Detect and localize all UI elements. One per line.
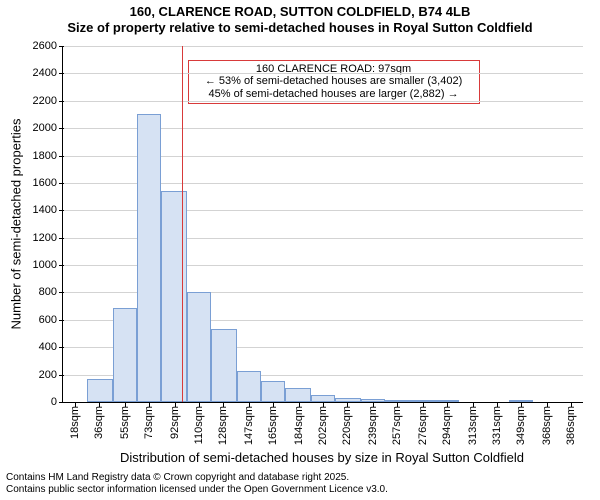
annotation-line2: ← 53% of semi-detached houses are smalle…: [193, 75, 475, 88]
reference-line: [182, 46, 183, 402]
histogram-bar: [113, 308, 137, 402]
chart-container: { "layout": { "width_px": 600, "height_p…: [0, 0, 600, 500]
histogram-bar: [137, 114, 161, 402]
y-tick-label: 2400: [33, 67, 63, 79]
chart-title-line1: 160, CLARENCE ROAD, SUTTON COLDFIELD, B7…: [0, 4, 600, 20]
x-tick-label: 92sqm: [169, 406, 181, 439]
footer-line1: Contains HM Land Registry data © Crown c…: [6, 472, 388, 484]
gridline: [63, 46, 583, 47]
y-tick-label: 1200: [33, 232, 63, 244]
histogram-bar: [237, 371, 261, 402]
y-axis-label: Number of semi-detached properties: [9, 119, 24, 330]
x-tick-label: 313sqm: [467, 406, 479, 445]
annotation-line3: 45% of semi-detached houses are larger (…: [193, 88, 475, 101]
annotation-box: 160 CLARENCE ROAD: 97sqm ← 53% of semi-d…: [188, 60, 480, 104]
x-tick-label: 55sqm: [119, 406, 131, 439]
x-tick-label: 73sqm: [143, 406, 155, 439]
x-tick-label: 202sqm: [317, 406, 329, 445]
y-tick-label: 1800: [33, 150, 63, 162]
footer-line2: Contains public sector information licen…: [6, 484, 388, 496]
y-tick-label: 1000: [33, 259, 63, 271]
x-tick-label: 368sqm: [541, 406, 553, 445]
y-tick-label: 800: [39, 286, 63, 298]
y-tick-label: 2000: [33, 122, 63, 134]
plot-area: 160 CLARENCE ROAD: 97sqm ← 53% of semi-d…: [62, 46, 583, 403]
x-tick-label: 128sqm: [217, 406, 229, 445]
x-tick-label: 36sqm: [93, 406, 105, 439]
y-tick-label: 1600: [33, 177, 63, 189]
x-tick-label: 110sqm: [193, 406, 205, 444]
y-tick-label: 400: [39, 341, 63, 353]
x-tick-label: 294sqm: [441, 406, 453, 445]
y-tick-label: 2600: [33, 40, 63, 52]
x-tick-label: 220sqm: [341, 406, 353, 445]
histogram-bar: [285, 388, 311, 402]
gridline: [63, 73, 583, 74]
x-tick-label: 331sqm: [491, 406, 503, 445]
x-tick-label: 386sqm: [565, 406, 577, 445]
histogram-bar: [261, 381, 285, 402]
x-tick-label: 349sqm: [515, 406, 527, 445]
histogram-bar: [187, 292, 211, 402]
y-tick-label: 0: [51, 396, 63, 408]
y-tick-label: 200: [39, 369, 63, 381]
gridline: [63, 101, 583, 102]
x-tick-label: 257sqm: [391, 406, 403, 445]
x-axis-label: Distribution of semi-detached houses by …: [120, 450, 524, 465]
y-tick-label: 600: [39, 314, 63, 326]
x-tick-label: 147sqm: [243, 406, 255, 445]
footer: Contains HM Land Registry data © Crown c…: [6, 472, 388, 496]
x-tick-label: 276sqm: [417, 406, 429, 445]
chart-title: 160, CLARENCE ROAD, SUTTON COLDFIELD, B7…: [0, 0, 600, 35]
histogram-bar: [161, 191, 187, 402]
x-tick-label: 184sqm: [293, 406, 305, 445]
histogram-bar: [311, 395, 335, 402]
y-tick-label: 2200: [33, 95, 63, 107]
histogram-bar: [211, 329, 237, 402]
x-tick-label: 18sqm: [69, 406, 81, 439]
chart-title-line2: Size of property relative to semi-detach…: [0, 20, 600, 36]
x-tick-label: 239sqm: [367, 406, 379, 445]
x-tick-label: 165sqm: [267, 406, 279, 445]
y-tick-label: 1400: [33, 204, 63, 216]
histogram-bar: [87, 379, 113, 402]
